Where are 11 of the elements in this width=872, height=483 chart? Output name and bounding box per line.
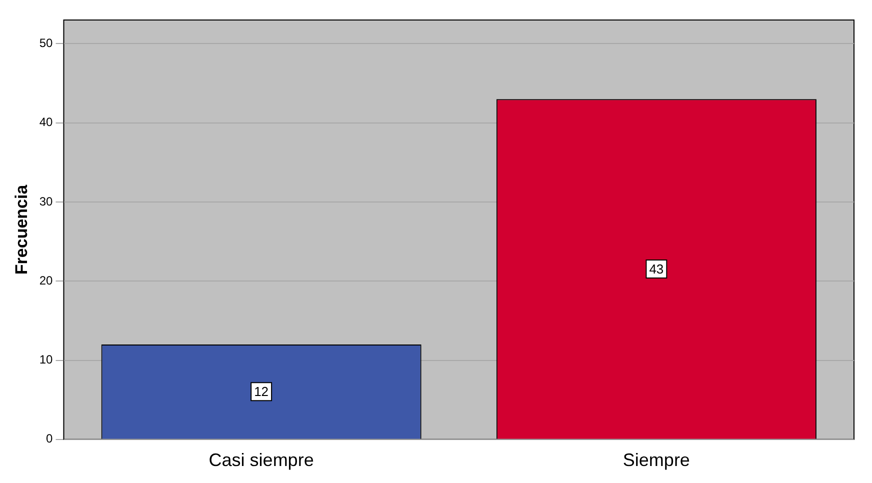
y-tick-label: 30 <box>39 194 54 208</box>
y-tick-label: 20 <box>39 273 54 288</box>
y-tick-label: 10 <box>39 352 54 367</box>
y-axis-title: Frecuencia <box>12 184 31 275</box>
y-tick-label: 0 <box>46 432 54 446</box>
x-tick-label: Casi siempre <box>208 450 314 470</box>
x-tick-label: Siempre <box>622 450 690 470</box>
data-label: 12 <box>254 384 269 400</box>
data-label: 43 <box>649 262 664 277</box>
y-tick-label: 40 <box>39 115 54 130</box>
y-tick-label: 50 <box>39 36 54 50</box>
